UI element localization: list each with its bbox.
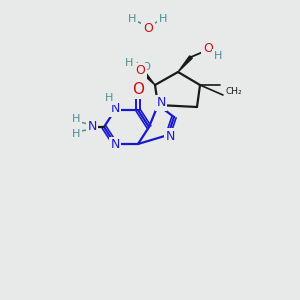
Text: H: H: [128, 14, 136, 24]
Text: H: H: [72, 114, 80, 124]
Text: O: O: [132, 82, 144, 98]
Text: N: N: [156, 97, 166, 110]
Text: H: H: [214, 51, 222, 61]
Polygon shape: [142, 71, 155, 85]
Polygon shape: [178, 56, 192, 72]
Text: N: N: [87, 121, 97, 134]
Text: O: O: [203, 43, 213, 56]
Text: H: H: [72, 129, 80, 139]
Text: O: O: [135, 64, 145, 77]
Text: O: O: [143, 22, 153, 34]
Text: H: H: [126, 59, 134, 69]
Text: O: O: [135, 64, 145, 77]
Text: N: N: [110, 103, 120, 116]
Text: H-O: H-O: [131, 62, 151, 72]
Text: N: N: [110, 139, 120, 152]
Text: H: H: [159, 14, 167, 24]
Text: N: N: [165, 130, 175, 142]
Text: CH₂: CH₂: [226, 88, 242, 97]
Text: H: H: [105, 93, 113, 103]
Text: H: H: [125, 58, 133, 68]
